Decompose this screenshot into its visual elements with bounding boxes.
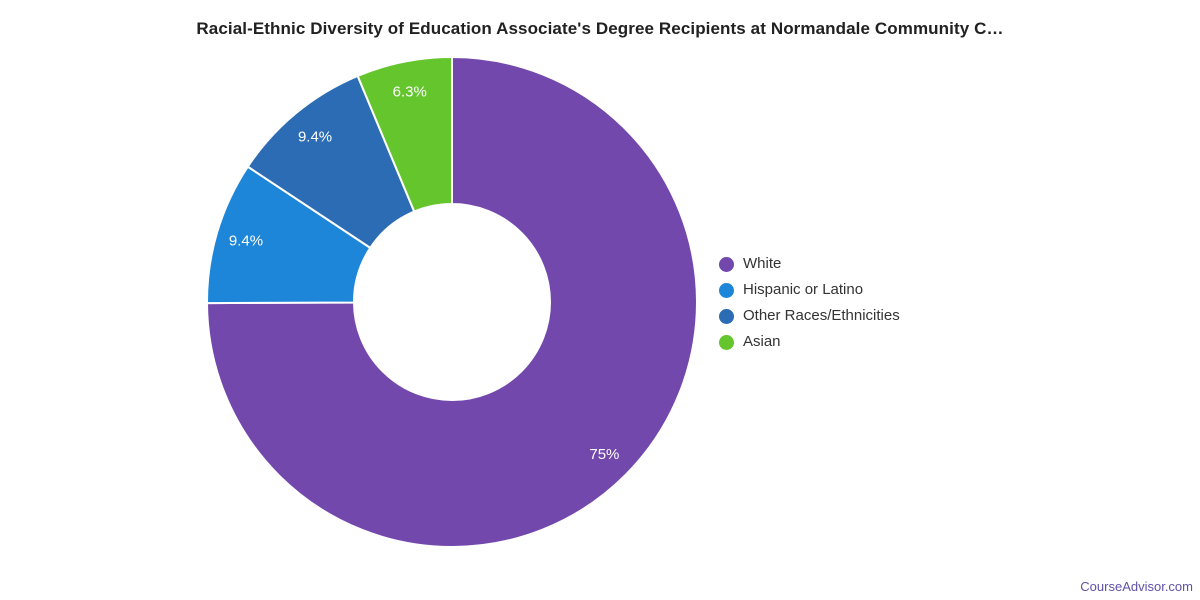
slice-label-white: 75% bbox=[589, 446, 619, 463]
chart-title: Racial-Ethnic Diversity of Education Ass… bbox=[196, 19, 1004, 38]
legend-marker-hispanic-or-latino-icon bbox=[719, 282, 734, 298]
legend-label-asian: Asian bbox=[743, 333, 781, 350]
legend-item-hispanic-or-latino[interactable]: Hispanic or Latino bbox=[719, 282, 900, 298]
legend-item-asian[interactable]: Asian bbox=[719, 334, 900, 350]
legend-marker-other-races-ethnicities-icon bbox=[719, 308, 734, 324]
slice-label-asian: 6.3% bbox=[393, 83, 427, 100]
legend-label-other-races-ethnicities: Other Races/Ethnicities bbox=[743, 307, 900, 324]
legend-label-hispanic-or-latino: Hispanic or Latino bbox=[743, 281, 864, 298]
legend-marker-white-icon bbox=[719, 256, 734, 272]
slice-label-other-races-ethnicities: 9.4% bbox=[298, 128, 332, 145]
legend-item-white[interactable]: White bbox=[719, 256, 900, 272]
courseadvisor-link[interactable]: CourseAdvisor.com bbox=[1080, 579, 1193, 594]
legend-label-white: White bbox=[743, 255, 782, 272]
legend-item-other-races-ethnicities[interactable]: Other Races/Ethnicities bbox=[719, 308, 900, 324]
slice-label-hispanic-or-latino: 9.4% bbox=[229, 233, 263, 250]
legend-marker-asian-icon bbox=[719, 334, 734, 350]
chart-legend: White Hispanic or Latino Other Races/Eth… bbox=[719, 256, 900, 350]
pie-slice-white[interactable] bbox=[206, 56, 698, 548]
pie-slice-asian[interactable] bbox=[356, 56, 453, 213]
